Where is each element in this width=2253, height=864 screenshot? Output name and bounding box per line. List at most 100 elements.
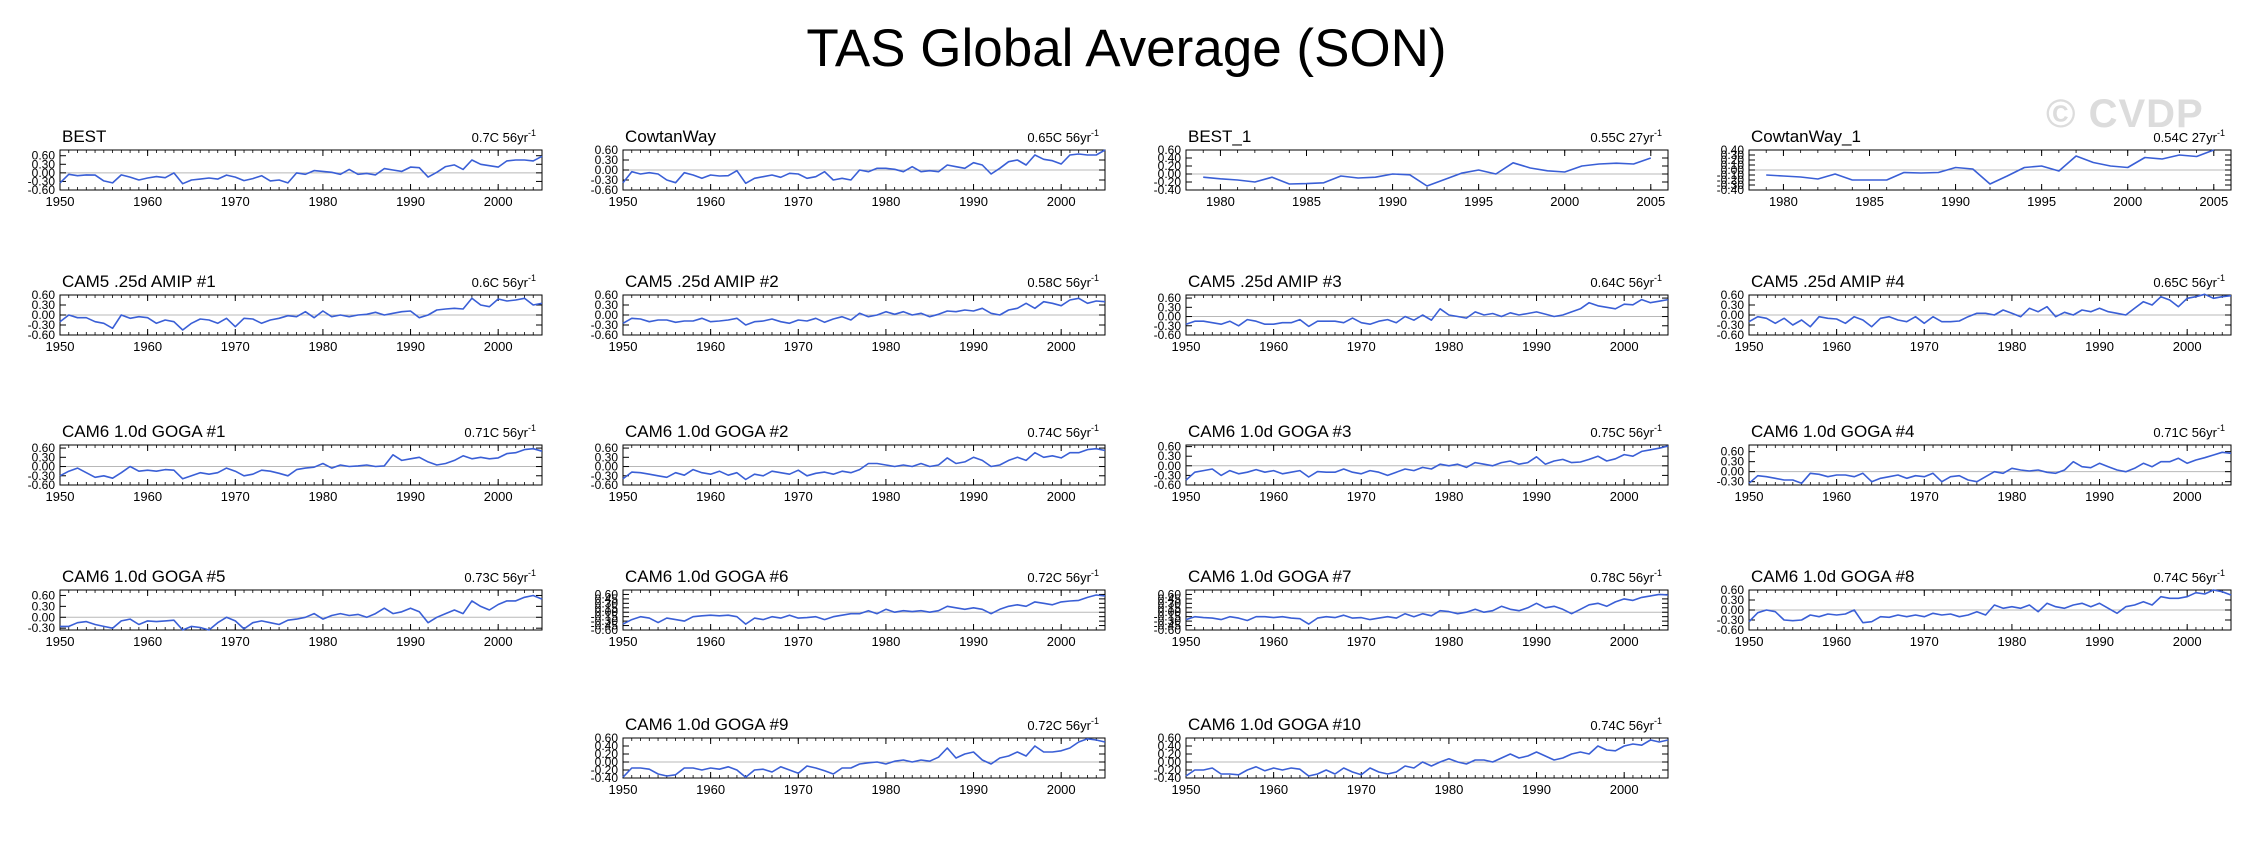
chart-panel: CAM6 1.0d GOGA #5 0.73C 56yr-1 1950 1960 197… — [28, 567, 543, 649]
trend-value: 0.54C 27yr — [2153, 130, 2217, 145]
y-tick-label: -0.60 — [591, 623, 619, 637]
y-tick-label: -0.30 — [591, 318, 619, 332]
series-line — [1185, 593, 1669, 625]
chart-panel: CAM6 1.0d GOGA #3 0.75C 56yr-1 1950 1960 197… — [1154, 422, 1669, 504]
y-tick-label: 0.00 — [1158, 605, 1182, 619]
plot-frame — [622, 589, 1106, 631]
x-tick-label: 1990 — [396, 194, 425, 209]
panel-title: CAM6 1.0d GOGA #1 — [62, 422, 225, 441]
x-tick-label: 1970 — [1347, 634, 1376, 649]
x-tick-label: 2000 — [484, 634, 513, 649]
series-line — [1203, 157, 1652, 187]
x-tick-label: 1980 — [1434, 782, 1463, 797]
plot-frame — [622, 737, 1106, 779]
y-tick-label: -0.15 — [1154, 610, 1182, 624]
x-tick-label: 2000 — [2173, 489, 2202, 504]
panel-title: CAM5 .25d AMIP #1 — [62, 272, 216, 291]
x-tick-label: 1960 — [1259, 782, 1288, 797]
x-tick-label: 1980 — [308, 489, 337, 504]
x-tick-label: 1980 — [1769, 194, 1798, 209]
trend-exponent: -1 — [2217, 568, 2225, 578]
x-tick-label: 1970 — [1347, 489, 1376, 504]
y-tick-label: -0.40 — [591, 771, 619, 785]
y-tick-label: 0.45 — [595, 592, 619, 606]
x-tick-label: 1980 — [1434, 634, 1463, 649]
chart-panel: CAM6 1.0d GOGA #10 0.74C 56yr-1 1950 1960 19… — [1154, 715, 1669, 797]
x-tick-label: 2000 — [1047, 489, 1076, 504]
x-tick-label: 1990 — [396, 634, 425, 649]
y-tick-label: 0.40 — [595, 739, 619, 753]
x-tick-label: 1980 — [308, 339, 337, 354]
x-tick-label: 1950 — [46, 339, 75, 354]
chart-panel: CAM6 1.0d GOGA #8 0.74C 56yr-1 1950 1960 197… — [1717, 567, 2232, 649]
y-tick-label: -0.30 — [1717, 613, 1745, 627]
series-line — [622, 737, 1106, 779]
y-tick-label: -0.60 — [591, 328, 619, 342]
y-tick-label: 0.60 — [595, 288, 619, 302]
trend-exponent: -1 — [1091, 716, 1099, 726]
trend-label: 0.58C 56yr-1 — [1027, 273, 1099, 290]
series-line — [59, 297, 543, 331]
trend-exponent: -1 — [2217, 128, 2225, 138]
y-tick-label: -0.20 — [1154, 763, 1182, 777]
x-tick-label: 1990 — [2085, 634, 2114, 649]
y-tick-label: -0.30 — [28, 469, 56, 483]
x-tick-label: 2000 — [1610, 489, 1639, 504]
y-tick-label: 0.30 — [1721, 593, 1745, 607]
x-tick-label: 1950 — [609, 782, 638, 797]
trend-label: 0.75C 56yr-1 — [1590, 423, 1662, 440]
x-tick-label: 1990 — [1522, 634, 1551, 649]
x-tick-label: 1970 — [1347, 782, 1376, 797]
trend-label: 0.54C 27yr-1 — [2153, 128, 2225, 145]
panel-title: CAM6 1.0d GOGA #2 — [625, 422, 788, 441]
trend-exponent: -1 — [2217, 423, 2225, 433]
x-tick-label: 1980 — [871, 194, 900, 209]
y-tick-label: -0.60 — [28, 328, 56, 342]
trend-label: 0.7C 56yr-1 — [472, 128, 536, 145]
trend-value: 0.72C 56yr — [1027, 570, 1091, 585]
trend-exponent: -1 — [1654, 423, 1662, 433]
plot-frame — [622, 444, 1106, 486]
x-tick-label: 1950 — [1172, 634, 1201, 649]
y-tick-label: 0.20 — [595, 747, 619, 761]
chart-panel: CAM6 1.0d GOGA #2 0.74C 56yr-1 1950 1960 197… — [591, 422, 1106, 504]
x-tick-label: 1970 — [784, 634, 813, 649]
trend-exponent: -1 — [1091, 128, 1099, 138]
trend-value: 0.74C 56yr — [1027, 425, 1091, 440]
y-tick-label: 0.60 — [595, 587, 619, 601]
panel-title: CAM6 1.0d GOGA #9 — [625, 715, 788, 734]
y-tick-label: 0.60 — [1158, 143, 1182, 157]
x-tick-label: 2005 — [1636, 194, 1665, 209]
x-tick-label: 1960 — [133, 489, 162, 504]
y-tick-label: 0.00 — [595, 460, 619, 474]
plot-frame — [1185, 149, 1669, 191]
y-tick-label: 0.00 — [1721, 603, 1745, 617]
x-tick-label: 1980 — [1434, 489, 1463, 504]
trend-exponent: -1 — [528, 128, 536, 138]
trend-value: 0.65C 56yr — [1027, 130, 1091, 145]
trend-value: 0.65C 56yr — [2153, 275, 2217, 290]
x-tick-label: 1970 — [1910, 634, 1939, 649]
trend-exponent: -1 — [1654, 273, 1662, 283]
chart-panel: CAM5 .25d AMIP #2 0.58C 56yr-1 1950 1960 197… — [591, 272, 1106, 354]
x-tick-label: 2000 — [484, 194, 513, 209]
series-line — [1185, 739, 1669, 777]
x-tick-label: 1950 — [46, 489, 75, 504]
x-tick-label: 1970 — [1910, 339, 1939, 354]
y-tick-label: 0.30 — [32, 298, 56, 312]
y-tick-label: 0.20 — [1721, 153, 1745, 167]
panel-title: CAM6 1.0d GOGA #6 — [625, 567, 788, 586]
y-tick-label: 0.60 — [1721, 288, 1745, 302]
panel-title: CAM6 1.0d GOGA #7 — [1188, 567, 1351, 586]
y-tick-label: 0.00 — [595, 163, 619, 177]
x-tick-label: 1980 — [1997, 339, 2026, 354]
x-tick-label: 2000 — [1047, 782, 1076, 797]
x-tick-label: 2000 — [1047, 634, 1076, 649]
x-tick-label: 1990 — [1941, 194, 1970, 209]
y-tick-label: 0.60 — [595, 441, 619, 455]
x-tick-label: 1990 — [1522, 782, 1551, 797]
trend-exponent: -1 — [1654, 568, 1662, 578]
plot-frame — [1185, 737, 1669, 779]
x-tick-label: 1960 — [696, 782, 725, 797]
trend-label: 0.71C 56yr-1 — [2153, 423, 2225, 440]
